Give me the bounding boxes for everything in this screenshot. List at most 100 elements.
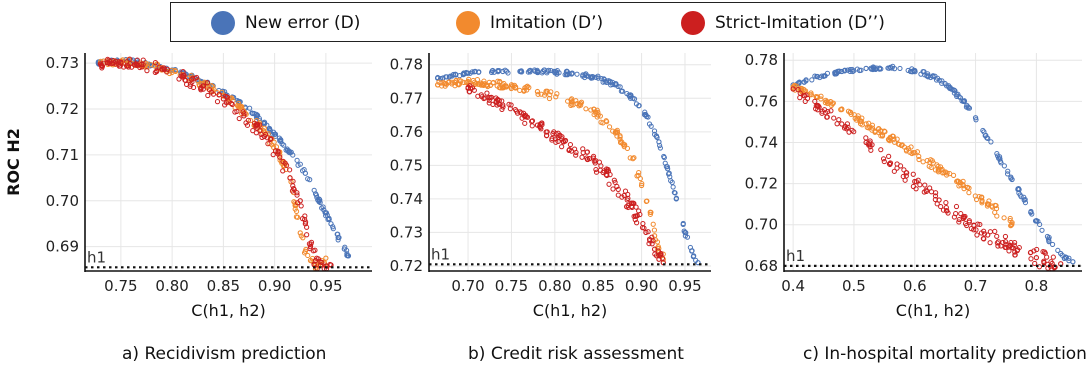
data-point-imitation [238,104,244,110]
data-point-new-error [277,138,283,144]
data-point-strict-imitation [891,168,897,174]
data-point-strict-imitation [467,85,474,91]
data-point-imitation [869,125,876,131]
data-point-imitation [591,106,597,112]
x-tick-label: 0.7 [964,277,988,295]
data-point-imitation [1007,215,1013,222]
data-point-imitation [916,156,922,163]
data-point-new-error [887,64,894,71]
data-point-strict-imitation [118,59,124,65]
plot-area [85,53,372,271]
data-point-new-error [669,179,675,185]
data-point-strict-imitation [544,132,550,138]
data-point-new-error [911,68,917,74]
data-point-imitation [465,78,471,85]
data-point-new-error [608,82,614,88]
data-point-strict-imitation [1045,261,1051,267]
data-point-strict-imitation [995,243,1001,249]
data-point-new-error [321,207,327,213]
data-point-strict-imitation [280,168,286,174]
data-point-strict-imitation [133,61,139,67]
data-point-imitation [887,138,893,144]
data-point-strict-imitation [953,203,960,210]
data-point-new-error [951,90,957,96]
data-point-strict-imitation [844,121,851,127]
data-point-strict-imitation [534,122,541,128]
data-point-imitation [973,196,980,203]
data-point-imitation [955,178,962,185]
data-point-strict-imitation [261,133,268,140]
plot-area [784,53,1082,271]
data-point-imitation [569,98,575,105]
data-point-imitation [295,214,301,220]
data-point-imitation [535,91,541,97]
series-new-error [790,63,1076,265]
data-point-new-error [666,170,672,176]
data-point-imitation [606,124,613,130]
data-point-strict-imitation [802,98,808,104]
data-point-strict-imitation [910,171,916,177]
data-point-new-error [554,69,560,75]
data-point-imitation [524,83,530,89]
data-point-strict-imitation [253,130,259,136]
x-tick-label: 0.90 [258,277,291,295]
data-point-strict-imitation [204,80,210,86]
data-point-strict-imitation [615,192,621,198]
data-point-new-error [988,139,994,145]
data-point-imitation [857,118,864,124]
data-point-strict-imitation [164,69,170,75]
data-point-imitation [612,129,619,135]
data-point-imitation [307,257,314,264]
data-point-new-error [933,77,940,83]
data-point-imitation [513,84,519,90]
data-point-strict-imitation [1040,249,1046,255]
data-point-new-error [664,166,671,172]
data-point-strict-imitation [1003,244,1009,250]
data-point-strict-imitation [605,168,612,174]
data-point-strict-imitation [500,102,506,108]
data-point-strict-imitation [297,198,303,204]
data-point-strict-imitation [943,208,950,214]
data-point-imitation [169,69,175,76]
data-point-strict-imitation [643,229,649,236]
x-tick-label: 0.85 [207,277,240,295]
data-point-new-error [295,162,301,168]
data-point-new-error [1033,217,1040,224]
data-point-new-error [1055,247,1061,254]
data-point-imitation [534,88,541,95]
data-point-strict-imitation [267,136,273,143]
y-tick-label: 0.70 [745,216,778,234]
data-point-imitation [863,121,869,127]
data-point-strict-imitation [539,120,545,126]
data-point-new-error [334,231,340,237]
data-point-strict-imitation [649,241,655,247]
data-point-strict-imitation [299,216,306,222]
data-point-new-error [960,98,967,104]
data-point-new-error [643,112,649,118]
data-point-new-error [604,78,610,84]
data-point-imitation [570,102,576,108]
data-point-strict-imitation [553,139,559,145]
data-point-new-error [1009,176,1015,183]
data-point-imitation [790,84,796,90]
x-tick-label: 0.70 [451,277,484,295]
data-point-strict-imitation [584,155,590,161]
data-point-strict-imitation [922,182,928,188]
data-point-strict-imitation [610,186,616,192]
data-point-new-error [1022,199,1029,206]
data-point-strict-imitation [839,121,845,127]
data-point-imitation [901,144,908,150]
data-point-strict-imitation [568,148,575,154]
data-point-strict-imitation [479,94,485,100]
data-point-new-error [673,196,679,202]
data-point-strict-imitation [302,221,309,227]
data-point-strict-imitation [580,150,586,156]
data-point-strict-imitation [106,61,112,67]
data-point-imitation [651,233,658,239]
x-tick-label: 0.6 [903,277,927,295]
data-point-new-error [450,71,457,78]
data-point-strict-imitation [566,147,572,153]
legend-swatch-imitation [456,11,480,35]
data-point-new-error [957,95,964,101]
data-point-strict-imitation [214,99,221,105]
